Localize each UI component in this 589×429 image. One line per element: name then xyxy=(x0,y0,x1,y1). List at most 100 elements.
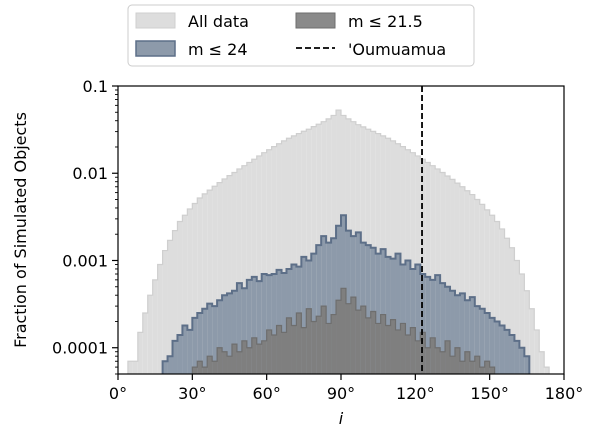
bar xyxy=(400,146,406,374)
bar xyxy=(400,264,406,374)
bar xyxy=(177,221,183,374)
bar xyxy=(227,175,232,374)
bar xyxy=(435,275,441,374)
bar xyxy=(341,288,346,374)
bar xyxy=(276,325,282,374)
bar xyxy=(271,334,277,374)
bar xyxy=(514,260,520,374)
bar xyxy=(227,293,232,374)
bar xyxy=(296,133,302,374)
bar xyxy=(256,155,262,374)
bar xyxy=(202,193,208,374)
bar xyxy=(246,279,252,374)
bar xyxy=(127,361,133,374)
bar xyxy=(504,238,510,374)
bar xyxy=(459,186,465,374)
bar xyxy=(222,178,228,374)
series-outline xyxy=(161,214,531,374)
bar xyxy=(331,238,337,374)
y-tick-label: 0.01 xyxy=(72,164,108,183)
bar xyxy=(192,367,198,374)
bar xyxy=(524,356,530,374)
bar xyxy=(207,303,213,374)
bar xyxy=(390,319,396,374)
bar xyxy=(390,140,396,374)
bar xyxy=(484,209,490,374)
bar xyxy=(514,340,520,374)
bar xyxy=(321,236,327,374)
x-tick-label: 180° xyxy=(545,384,584,403)
bar xyxy=(202,308,208,374)
bar xyxy=(454,183,460,374)
bar xyxy=(355,310,361,374)
bar xyxy=(410,268,416,374)
bar xyxy=(425,347,431,374)
bar xyxy=(286,317,292,374)
bar xyxy=(207,190,213,374)
bar xyxy=(331,314,337,374)
legend: All data m ≤ 24 m ≤ 21.5 'Oumuamua xyxy=(127,4,475,67)
x-tick-label: 90° xyxy=(327,384,355,403)
bar xyxy=(375,323,381,374)
bar xyxy=(231,344,237,374)
bar xyxy=(489,317,495,374)
bar xyxy=(350,297,356,374)
bar xyxy=(395,329,401,374)
bar xyxy=(425,276,431,374)
bar xyxy=(217,300,223,374)
bar xyxy=(212,361,218,374)
bar xyxy=(241,288,247,374)
bar xyxy=(474,199,480,374)
bar xyxy=(182,325,188,374)
bar xyxy=(375,253,381,374)
bar xyxy=(454,347,460,374)
x-axis-ticks: 0° 30° 60° 90° 120° 150° 180° xyxy=(109,374,583,403)
bar xyxy=(172,340,178,374)
bar xyxy=(345,303,351,374)
bar xyxy=(256,344,262,374)
bar xyxy=(261,274,267,374)
bar xyxy=(281,272,287,374)
bar xyxy=(251,276,257,374)
bar xyxy=(187,329,193,374)
bar xyxy=(227,356,232,374)
bar xyxy=(464,190,470,374)
bar xyxy=(395,253,401,374)
bar xyxy=(296,313,302,374)
bar xyxy=(212,186,218,374)
bar xyxy=(519,274,525,374)
y-tick-label: 0.0001 xyxy=(52,339,108,358)
series-outline xyxy=(191,287,496,374)
bar xyxy=(291,325,297,374)
bar xyxy=(321,306,327,374)
bar xyxy=(251,159,257,374)
bar xyxy=(336,300,341,374)
bar xyxy=(197,361,203,374)
bar xyxy=(212,306,218,374)
bar xyxy=(440,283,446,374)
bar xyxy=(400,323,406,374)
bar xyxy=(207,356,213,374)
x-tick-label: 120° xyxy=(396,384,435,403)
bar xyxy=(410,152,416,374)
bar xyxy=(157,264,163,374)
bar xyxy=(385,325,391,374)
bar xyxy=(435,168,441,374)
bar xyxy=(484,313,490,374)
bar xyxy=(420,332,426,374)
x-tick-label: 60° xyxy=(252,384,280,403)
y-axis-ticks: 0.1 0.01 0.001 0.0001 xyxy=(52,77,118,375)
bar xyxy=(474,306,480,374)
bar xyxy=(509,334,515,374)
bar xyxy=(266,275,272,374)
bar xyxy=(281,332,287,374)
bar xyxy=(326,323,332,374)
bar xyxy=(172,230,178,374)
bar xyxy=(261,340,267,374)
bar xyxy=(241,340,247,374)
bar xyxy=(435,347,441,374)
x-tick-label: 0° xyxy=(109,384,127,403)
bar xyxy=(192,203,198,374)
bar xyxy=(192,317,198,374)
